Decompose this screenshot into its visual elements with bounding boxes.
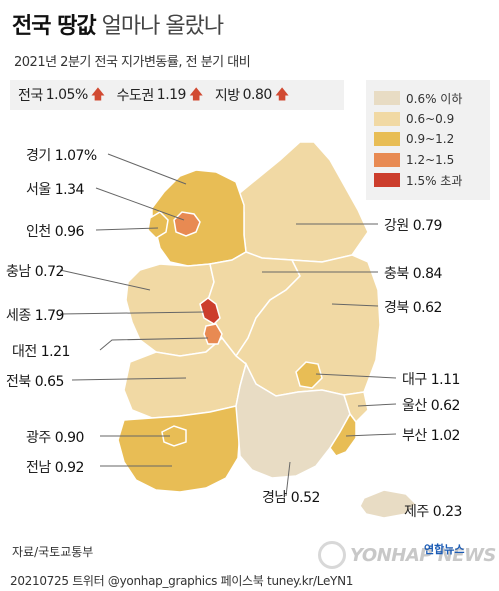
legend: 0.6% 이하 0.6~0.9 0.9~1.2 1.2~1.5 1.5% 초과	[366, 80, 490, 200]
label-gyeonggi: 경기 1.07%	[26, 148, 97, 164]
label-sejong: 세종 1.79	[6, 308, 64, 324]
legend-swatch	[374, 91, 400, 106]
label-jeonnam: 전남 0.92	[26, 460, 84, 476]
label-ulsan: 울산 0.62	[402, 398, 460, 414]
region-jeju	[359, 489, 418, 519]
summary-value: 1.19	[156, 87, 187, 103]
label-chungnam: 충남 0.72	[6, 264, 64, 280]
subtitle: 2021년 2분기 전국 지가변동률, 전 분기 대비	[14, 55, 251, 70]
region-ulsan	[343, 391, 369, 424]
label-gyeongnam: 경남 0.52	[262, 490, 320, 506]
up-arrow-icon: 🡅	[90, 87, 105, 103]
region-daegu	[295, 361, 323, 389]
footer-credit: 20210725 트위터 @yonhap_graphics 페이스북 tuney…	[10, 574, 354, 588]
label-jeju: 제주 0.23	[404, 504, 462, 520]
logo-sub: 연합뉴스	[424, 543, 465, 556]
summary-label: 전국	[18, 88, 43, 104]
source-note: 자료/국토교통부	[12, 545, 94, 559]
label-gyeongbuk: 경북 0.62	[384, 300, 442, 316]
legend-swatch	[374, 111, 400, 126]
summary-capital: 수도권 1.19 🡅	[116, 85, 204, 105]
region-seoul	[173, 211, 201, 237]
label-gangwon: 강원 0.79	[384, 218, 442, 234]
page-title: 전국 땅값 얼마나 올랐나	[12, 8, 224, 40]
legend-label: 0.6~0.9	[406, 111, 455, 126]
region-jeonnam	[117, 405, 241, 493]
label-jeonbuk: 전북 0.65	[6, 374, 64, 390]
legend-item: 0.6~0.9	[374, 109, 482, 130]
summary-value: 1.05%	[45, 87, 88, 103]
legend-item: 0.6% 이하	[374, 88, 482, 109]
region-busan	[329, 412, 357, 457]
region-gwangju	[161, 425, 187, 447]
label-incheon: 인천 0.96	[26, 224, 84, 240]
legend-item: 0.9~1.2	[374, 129, 482, 150]
region-daejeon	[203, 323, 223, 345]
up-arrow-icon: 🡅	[274, 87, 289, 103]
region-incheon	[147, 211, 169, 239]
label-seoul: 서울 1.34	[26, 182, 84, 198]
legend-label: 1.2~1.5	[406, 152, 455, 167]
logo-text: YONHAP NEWS	[350, 544, 496, 566]
yonhap-logo: YONHAP NEWS	[318, 541, 496, 569]
region-gangwon	[235, 141, 369, 263]
summary-label: 수도권	[116, 88, 155, 104]
label-daejeon: 대전 1.21	[12, 344, 70, 360]
legend-swatch	[374, 173, 400, 188]
summary-provinces: 지방 0.80 🡅	[215, 85, 289, 105]
legend-swatch	[374, 132, 400, 147]
summary-value: 0.80	[242, 87, 273, 103]
title-rest: 얼마나 올랐나	[101, 14, 224, 39]
label-busan: 부산 1.02	[402, 428, 460, 444]
title-bold: 전국 땅값	[12, 14, 97, 39]
summary-label: 지방	[214, 88, 240, 104]
region-shapes	[117, 141, 418, 519]
legend-item: 1.5% 초과	[374, 170, 482, 191]
legend-swatch	[374, 152, 400, 167]
yonhap-logo-icon	[318, 541, 346, 569]
leader-lines	[59, 153, 397, 497]
region-sejong	[199, 297, 221, 325]
legend-item: 1.2~1.5	[374, 150, 482, 171]
summary-national: 전국 1.05% 🡅	[18, 85, 105, 105]
label-daegu: 대구 1.11	[402, 372, 460, 388]
up-arrow-icon: 🡅	[188, 87, 203, 103]
label-chungbuk: 충북 0.84	[384, 266, 442, 282]
legend-label: 1.5% 초과	[406, 173, 463, 188]
region-labels: 경기 1.07% 서울 1.34 인천 0.96 강원 0.79 충남 0.72…	[6, 148, 462, 520]
summary-box: 전국 1.05% 🡅 수도권 1.19 🡅 지방 0.80 🡅	[10, 80, 344, 110]
legend-label: 0.9~1.2	[406, 132, 455, 147]
label-gwangju: 광주 0.90	[26, 430, 84, 446]
legend-label: 0.6% 이하	[406, 91, 463, 106]
